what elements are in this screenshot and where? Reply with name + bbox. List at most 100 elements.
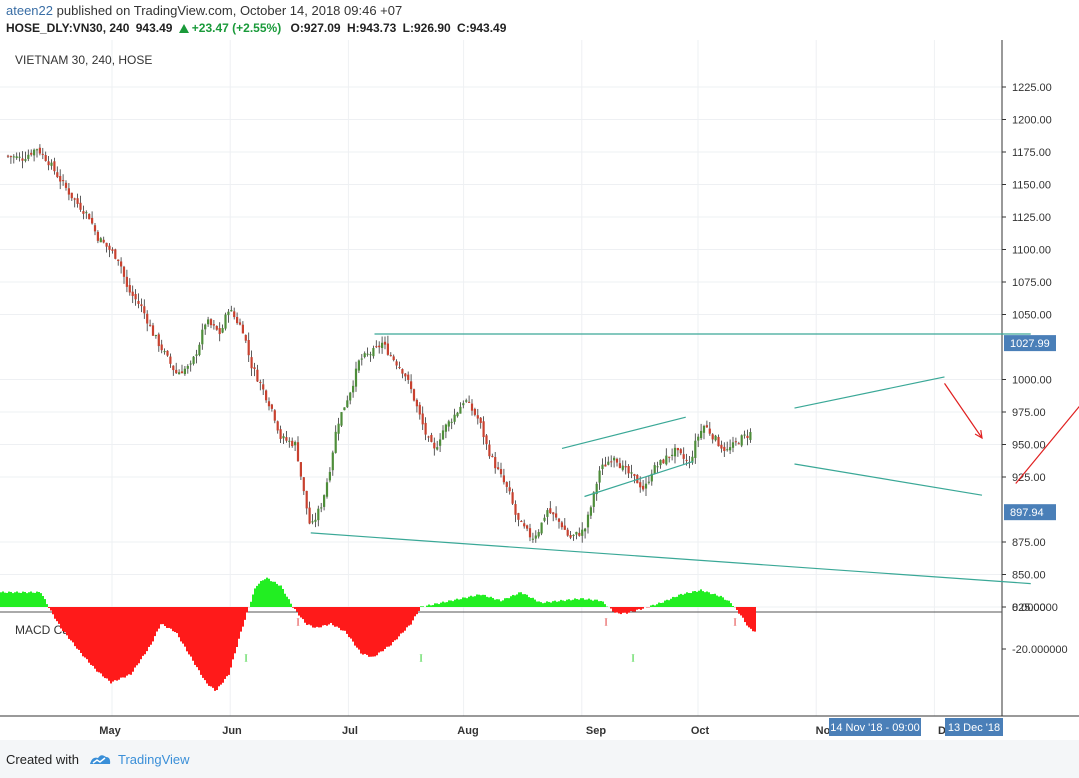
trendline[interactable] bbox=[584, 460, 694, 498]
macd-bar bbox=[44, 599, 46, 607]
projection-arrow[interactable] bbox=[944, 383, 983, 439]
macd-bar bbox=[430, 605, 432, 607]
candle-body bbox=[595, 483, 598, 495]
macd-bar bbox=[352, 607, 354, 642]
tradingview-link[interactable]: TradingView bbox=[118, 752, 190, 767]
macd-bar bbox=[742, 607, 744, 618]
trendline[interactable] bbox=[794, 376, 945, 409]
symbol-label: HOSE_DLY:VN30, 240 bbox=[6, 21, 130, 35]
candle-body bbox=[328, 471, 331, 481]
macd-bar bbox=[50, 607, 52, 611]
candle-body bbox=[627, 466, 630, 474]
candle-body bbox=[427, 436, 430, 438]
macd-bar bbox=[374, 607, 376, 657]
macd-bar bbox=[436, 603, 438, 607]
macd-bar bbox=[582, 598, 584, 607]
macd-signal-marker: I bbox=[244, 653, 247, 664]
macd-bar bbox=[398, 607, 400, 637]
macd-bar bbox=[674, 597, 676, 607]
candle-body bbox=[618, 463, 621, 469]
trendline[interactable] bbox=[794, 463, 983, 496]
macd-bar bbox=[86, 607, 88, 660]
candle-body bbox=[505, 482, 508, 487]
candle-body bbox=[624, 466, 627, 468]
macd-bar bbox=[532, 597, 534, 607]
trendline[interactable] bbox=[310, 532, 1031, 585]
macd-bar bbox=[498, 599, 500, 607]
macd-bar bbox=[46, 604, 48, 607]
candle-body bbox=[743, 434, 746, 436]
macd-bar bbox=[578, 599, 580, 607]
author-name[interactable]: ateen22 bbox=[6, 3, 53, 18]
macd-bar bbox=[624, 607, 626, 613]
macd-bar bbox=[314, 607, 316, 628]
candle-body bbox=[15, 156, 18, 159]
candle-body bbox=[453, 414, 456, 422]
macd-bar bbox=[410, 607, 412, 625]
macd-bar bbox=[636, 607, 638, 610]
macd-bar bbox=[724, 599, 726, 607]
macd-bar bbox=[302, 607, 304, 620]
candle-body bbox=[468, 401, 471, 403]
macd-bar bbox=[324, 607, 326, 626]
change-value: +23.47 (+2.55%) bbox=[178, 21, 284, 35]
trendline[interactable] bbox=[561, 416, 686, 449]
candle-body bbox=[436, 447, 439, 450]
candle-body bbox=[700, 430, 703, 439]
candle-body bbox=[584, 528, 587, 532]
projection-arrow[interactable] bbox=[1015, 338, 1079, 484]
macd-bar bbox=[260, 580, 262, 607]
candle-body bbox=[421, 413, 424, 425]
macd-bar bbox=[422, 606, 424, 607]
macd-bar bbox=[194, 607, 196, 665]
macd-bar bbox=[174, 607, 176, 633]
y-tick-label: 1000.00 bbox=[1012, 375, 1052, 387]
price-chart[interactable]: 1225.00 1200.00 1175.00 1150.00 1125.00 1100.… bbox=[0, 40, 1079, 740]
candle-body bbox=[282, 436, 285, 439]
macd-bar bbox=[292, 607, 294, 608]
macd-bar bbox=[386, 607, 388, 647]
candle-body bbox=[607, 461, 610, 465]
candle-body bbox=[610, 461, 613, 463]
price-axis-label-box bbox=[1004, 504, 1056, 521]
candle-body bbox=[702, 426, 706, 433]
macd-bar bbox=[554, 600, 556, 607]
macd-bar bbox=[642, 607, 644, 609]
candle-body bbox=[441, 430, 445, 440]
macd-bar bbox=[172, 607, 174, 632]
y-tick-label: 1075.00 bbox=[1012, 277, 1052, 289]
candle-body bbox=[540, 522, 543, 534]
candle-body bbox=[485, 435, 488, 444]
macd-bar bbox=[474, 596, 476, 607]
macd-bar bbox=[562, 600, 564, 607]
candle-body bbox=[27, 154, 30, 159]
candle-body bbox=[708, 428, 711, 434]
candle-body bbox=[256, 369, 259, 382]
macd-bar bbox=[112, 607, 114, 682]
macd-bar bbox=[334, 607, 336, 627]
candle-body bbox=[262, 384, 265, 390]
candle-body bbox=[662, 459, 665, 464]
candle-body bbox=[531, 538, 534, 540]
macd-bar bbox=[166, 607, 168, 628]
macd-bar bbox=[468, 596, 470, 607]
macd-bar bbox=[216, 607, 218, 691]
candle-body bbox=[459, 406, 462, 414]
macd-bar bbox=[234, 607, 236, 654]
candle-body bbox=[186, 365, 189, 369]
macd-bar bbox=[280, 585, 282, 607]
candle-body bbox=[230, 310, 233, 312]
macd-bar bbox=[694, 591, 696, 607]
macd-bar bbox=[90, 607, 92, 665]
candle-body bbox=[726, 449, 729, 451]
macd-bar bbox=[16, 591, 18, 607]
macd-bar bbox=[540, 602, 542, 607]
candle-body bbox=[247, 339, 250, 356]
time-axis-label-box bbox=[829, 718, 921, 736]
tradingview-logo-icon[interactable] bbox=[88, 752, 112, 766]
macd-bar bbox=[344, 607, 346, 631]
candle-body bbox=[76, 198, 79, 204]
macd-bar bbox=[94, 607, 96, 669]
macd-bar bbox=[24, 591, 26, 607]
macd-bar bbox=[600, 600, 602, 607]
